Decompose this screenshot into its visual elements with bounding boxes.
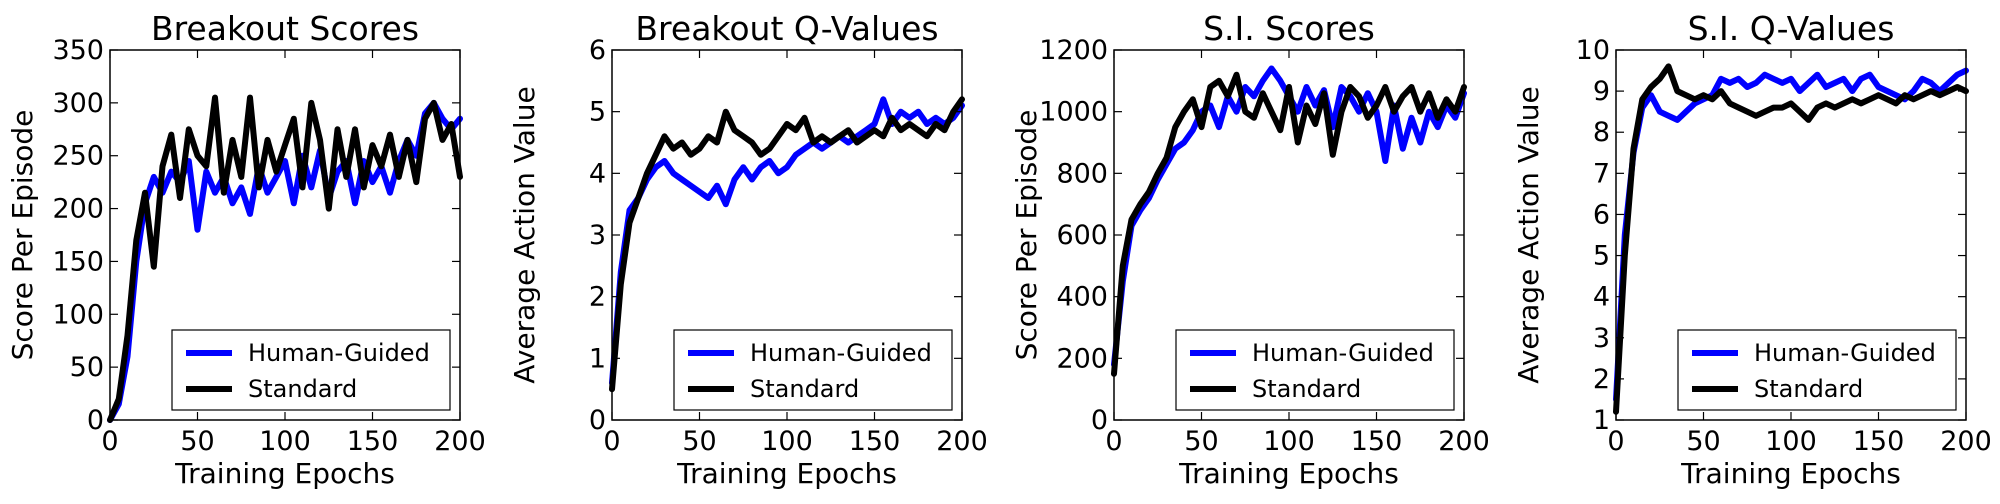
x-tick-label: 150 xyxy=(849,426,901,457)
x-axis-label: Training Epochs xyxy=(676,457,897,490)
y-tick-label: 1200 xyxy=(1039,35,1108,66)
chart-title: Breakout Q-Values xyxy=(635,9,938,48)
legend-label: Standard xyxy=(1754,375,1863,403)
legend-box xyxy=(1175,329,1455,411)
y-tick-label: 1 xyxy=(1593,405,1610,436)
x-tick-label: 50 xyxy=(1686,426,1720,457)
y-tick-label: 9 xyxy=(1593,76,1610,107)
legend-label: Standard xyxy=(750,375,859,403)
x-tick-label: 100 xyxy=(259,426,311,457)
y-axis-label: Average Action Value xyxy=(508,86,541,383)
x-tick-label: 200 xyxy=(1438,426,1490,457)
legend-label: Human-Guided xyxy=(248,339,430,367)
y-tick-label: 250 xyxy=(52,141,104,172)
x-tick-label: 200 xyxy=(936,426,988,457)
y-tick-label: 0 xyxy=(87,405,104,436)
x-tick-label: 50 xyxy=(682,426,716,457)
series-line-human-guided xyxy=(1111,65,1467,368)
legend-box xyxy=(1677,329,1957,411)
x-tick-label: 100 xyxy=(1765,426,1817,457)
chart-title: Breakout Scores xyxy=(151,9,419,48)
y-tick-label: 3 xyxy=(1593,323,1610,354)
chart-panel-3: 0 50 100 150 200 0 200 400 600 800 1000 1200 S.I. Sc… xyxy=(1010,9,1490,490)
x-tick-label: 200 xyxy=(434,426,486,457)
legend: Human-Guided Standard xyxy=(171,329,451,411)
legend: Human-Guided Standard xyxy=(673,329,953,411)
y-tick-label: 5 xyxy=(1593,241,1610,272)
x-tick-label: 50 xyxy=(180,426,214,457)
legend-box xyxy=(171,329,451,411)
y-tick-label: 200 xyxy=(1056,343,1108,374)
y-tick-label: 300 xyxy=(52,88,104,119)
y-tick-label: 2 xyxy=(589,282,606,313)
x-tick-label: 150 xyxy=(1351,426,1403,457)
series-line-standard xyxy=(1613,63,1969,415)
legend: Human-Guided Standard xyxy=(1677,329,1957,411)
chart-panel-1: 0 50 100 150 200 0 50 100 150 200 250 300 350 Breakou… xyxy=(6,9,486,490)
y-tick-label: 7 xyxy=(1593,158,1610,189)
x-tick-label: 0 xyxy=(1607,426,1624,457)
y-tick-label: 800 xyxy=(1056,158,1108,189)
x-tick-label: 100 xyxy=(1263,426,1315,457)
y-axis-label: Score Per Episode xyxy=(6,110,39,361)
y-tick-label: 200 xyxy=(52,194,104,225)
chart-title: S.I. Q-Values xyxy=(1688,9,1895,48)
y-tick-label: 50 xyxy=(70,352,104,383)
legend-label: Standard xyxy=(248,375,357,403)
x-tick-label: 0 xyxy=(603,426,620,457)
chart-panel-4: 0 50 100 150 200 1 2 3 4 5 6 7 8 9 10 S.I. Q-Values Trai… xyxy=(1512,9,1992,490)
x-tick-label: 150 xyxy=(347,426,399,457)
series-line-standard xyxy=(609,96,965,393)
legend-label: Standard xyxy=(1252,375,1361,403)
x-axis-label: Training Epochs xyxy=(1680,457,1901,490)
y-tick-label: 0 xyxy=(589,405,606,436)
y-tick-label: 150 xyxy=(52,246,104,277)
y-axis-label: Score Per Episode xyxy=(1010,110,1043,361)
y-tick-label: 400 xyxy=(1056,282,1108,313)
x-tick-label: 200 xyxy=(1940,426,1992,457)
y-tick-label: 6 xyxy=(1593,199,1610,230)
y-axis-label: Average Action Value xyxy=(1512,86,1545,383)
y-tick-label: 100 xyxy=(52,299,104,330)
series-line-standard xyxy=(1111,71,1467,377)
y-tick-label: 10 xyxy=(1576,35,1610,66)
y-tick-label: 600 xyxy=(1056,220,1108,251)
legend-label: Human-Guided xyxy=(1252,339,1434,367)
series-line-human-guided xyxy=(609,96,965,386)
y-tick-label: 1000 xyxy=(1039,97,1108,128)
y-tick-label: 8 xyxy=(1593,117,1610,148)
x-tick-label: 50 xyxy=(1184,426,1218,457)
x-tick-label: 0 xyxy=(101,426,118,457)
x-axis-label: Training Epochs xyxy=(174,457,395,490)
y-tick-label: 4 xyxy=(1593,282,1610,313)
chart-title: S.I. Scores xyxy=(1203,9,1375,48)
x-tick-label: 100 xyxy=(761,426,813,457)
chart-panel-2: 0 50 100 150 200 0 1 2 3 4 5 6 Breakout Q-Values Trai… xyxy=(508,9,988,490)
y-tick-label: 0 xyxy=(1091,405,1108,436)
y-tick-label: 2 xyxy=(1593,364,1610,395)
y-tick-label: 1 xyxy=(589,343,606,374)
x-axis-label: Training Epochs xyxy=(1178,457,1399,490)
x-tick-label: 150 xyxy=(1853,426,1905,457)
legend-label: Human-Guided xyxy=(1754,339,1936,367)
legend-box xyxy=(673,329,953,411)
y-tick-label: 6 xyxy=(589,35,606,66)
series-line-standard xyxy=(107,94,463,423)
x-tick-label: 0 xyxy=(1105,426,1122,457)
y-tick-label: 5 xyxy=(589,97,606,128)
y-tick-label: 350 xyxy=(52,35,104,66)
y-tick-label: 3 xyxy=(589,220,606,251)
legend-label: Human-Guided xyxy=(750,339,932,367)
y-tick-label: 4 xyxy=(589,158,606,189)
legend: Human-Guided Standard xyxy=(1175,329,1455,411)
